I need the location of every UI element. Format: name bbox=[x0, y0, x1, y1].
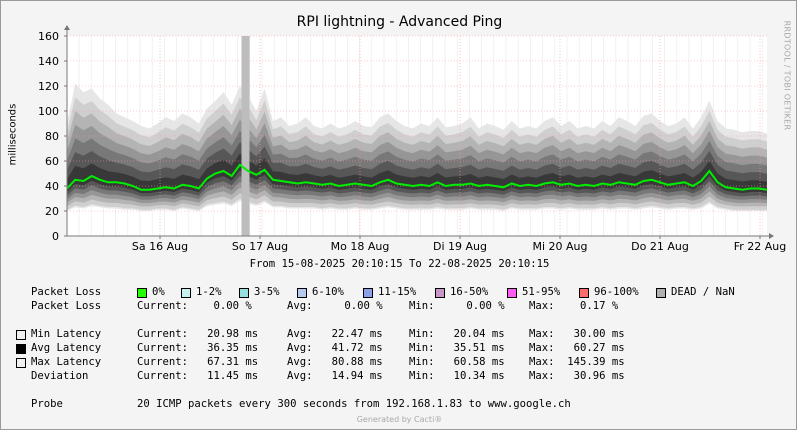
min-latency-current: Current: 20.98 ms bbox=[137, 328, 259, 340]
min-latency-max: Max: 30.00 ms bbox=[529, 328, 625, 340]
max-latency-current: Current: 67.31 ms bbox=[137, 356, 259, 368]
min-latency-avg: Avg: 22.47 ms bbox=[287, 328, 383, 340]
max-latency-avg: Avg: 80.88 ms bbox=[287, 356, 383, 368]
deviation-label: Deviation bbox=[31, 370, 89, 382]
max-latency-swatch bbox=[16, 358, 26, 368]
loss-swatch-3 bbox=[297, 288, 307, 298]
avg-latency-label: Avg Latency bbox=[31, 342, 102, 354]
packet-loss-stat-label: Packet Loss bbox=[31, 300, 102, 312]
avg-latency-avg: Avg: 41.72 ms bbox=[287, 342, 383, 354]
packet-loss-min: Min: 0.00 % bbox=[409, 300, 505, 312]
y-tick-label: 120 bbox=[38, 80, 59, 93]
loss-legend-label-3: 6-10% bbox=[312, 286, 344, 298]
y-tick-label: 0 bbox=[52, 230, 59, 243]
y-tick-label: 60 bbox=[45, 155, 59, 168]
chart-canvas: 0 20 40 60 80 100 120 140 160 Sa 16 Aug So 17 Aug M… bbox=[38, 25, 787, 253]
avg-latency-swatch bbox=[16, 344, 26, 354]
loss-swatch-2 bbox=[239, 288, 249, 298]
y-tick-label: 40 bbox=[45, 180, 59, 193]
deviation-current: Current: 11.45 ms bbox=[137, 370, 259, 382]
loss-legend-label-2: 3-5% bbox=[254, 286, 280, 298]
avg-latency-current: Current: 36.35 ms bbox=[137, 342, 259, 354]
packet-loss-current: Current: 0.00 % bbox=[137, 300, 252, 312]
loss-legend-label-1: 1-2% bbox=[196, 286, 222, 298]
x-tick-label: Sa 16 Aug bbox=[132, 240, 188, 253]
min-latency-min: Min: 20.04 ms bbox=[409, 328, 505, 340]
loss-swatch-6 bbox=[507, 288, 517, 298]
loss-legend-label-4: 11-15% bbox=[378, 286, 417, 298]
probe-label: Probe bbox=[31, 398, 63, 410]
max-latency-max: Max: 145.39 ms bbox=[529, 356, 625, 368]
loss-legend-label-8: DEAD / NaN bbox=[671, 286, 735, 298]
y-tick-label: 160 bbox=[38, 30, 59, 43]
x-axis-arrow bbox=[769, 233, 774, 239]
generated-by-footer: Generated by Cacti® bbox=[356, 415, 443, 424]
min-latency-label: Min Latency bbox=[31, 328, 102, 340]
x-tick-label: Di 19 Aug bbox=[433, 240, 487, 253]
loss-legend-label-5: 16-50% bbox=[450, 286, 489, 298]
x-tick-label: So 17 Aug bbox=[232, 240, 288, 253]
time-range: From 15-08-2025 20:10:15 To 22-08-2025 2… bbox=[249, 258, 550, 270]
y-tick-label: 80 bbox=[45, 130, 59, 143]
loss-legend-label-6: 51-95% bbox=[522, 286, 561, 298]
loss-swatch-7 bbox=[579, 288, 589, 298]
min-latency-swatch bbox=[16, 330, 26, 340]
avg-latency-min: Min: 35.51 ms bbox=[409, 342, 505, 354]
loss-legend-label-7: 96-100% bbox=[594, 286, 639, 298]
avg-latency-max: Max: 60.27 ms bbox=[529, 342, 625, 354]
loss-swatch-4 bbox=[363, 288, 373, 298]
loss-legend-label-0: 0% bbox=[152, 286, 165, 298]
avg-latency-line bbox=[66, 163, 768, 191]
max-latency-min: Min: 60.58 ms bbox=[409, 356, 505, 368]
packet-loss-legend-label: Packet Loss bbox=[31, 286, 102, 298]
y-tick-label: 20 bbox=[45, 205, 59, 218]
deviation-max: Max: 30.96 ms bbox=[529, 370, 625, 382]
y-tick-label: 140 bbox=[38, 55, 59, 68]
x-tick-label: Mo 18 Aug bbox=[331, 240, 390, 253]
deviation-min: Min: 10.34 ms bbox=[409, 370, 505, 382]
x-tick-label: Do 21 Aug bbox=[631, 240, 689, 253]
loss-swatch-8 bbox=[656, 288, 666, 298]
packet-loss-max: Max: 0.17 % bbox=[529, 300, 619, 312]
loss-swatch-0 bbox=[137, 288, 147, 298]
chart-title: RPI lightning - Advanced Ping bbox=[296, 14, 503, 30]
loss-swatch-5 bbox=[435, 288, 445, 298]
y-axis-arrow bbox=[64, 25, 70, 30]
x-tick-label: Fr 22 Aug bbox=[734, 240, 787, 253]
loss-swatch-1 bbox=[181, 288, 191, 298]
packet-loss-avg: Avg: 0.00 % bbox=[287, 300, 383, 312]
dead-nan-gap bbox=[241, 36, 250, 236]
x-tick-label: Mi 20 Aug bbox=[532, 240, 587, 253]
probe-text: 20 ICMP packets every 300 seconds from 1… bbox=[137, 398, 571, 410]
y-tick-label: 100 bbox=[38, 105, 59, 118]
max-latency-label: Max Latency bbox=[31, 356, 102, 368]
deviation-avg: Avg: 14.94 ms bbox=[287, 370, 383, 382]
